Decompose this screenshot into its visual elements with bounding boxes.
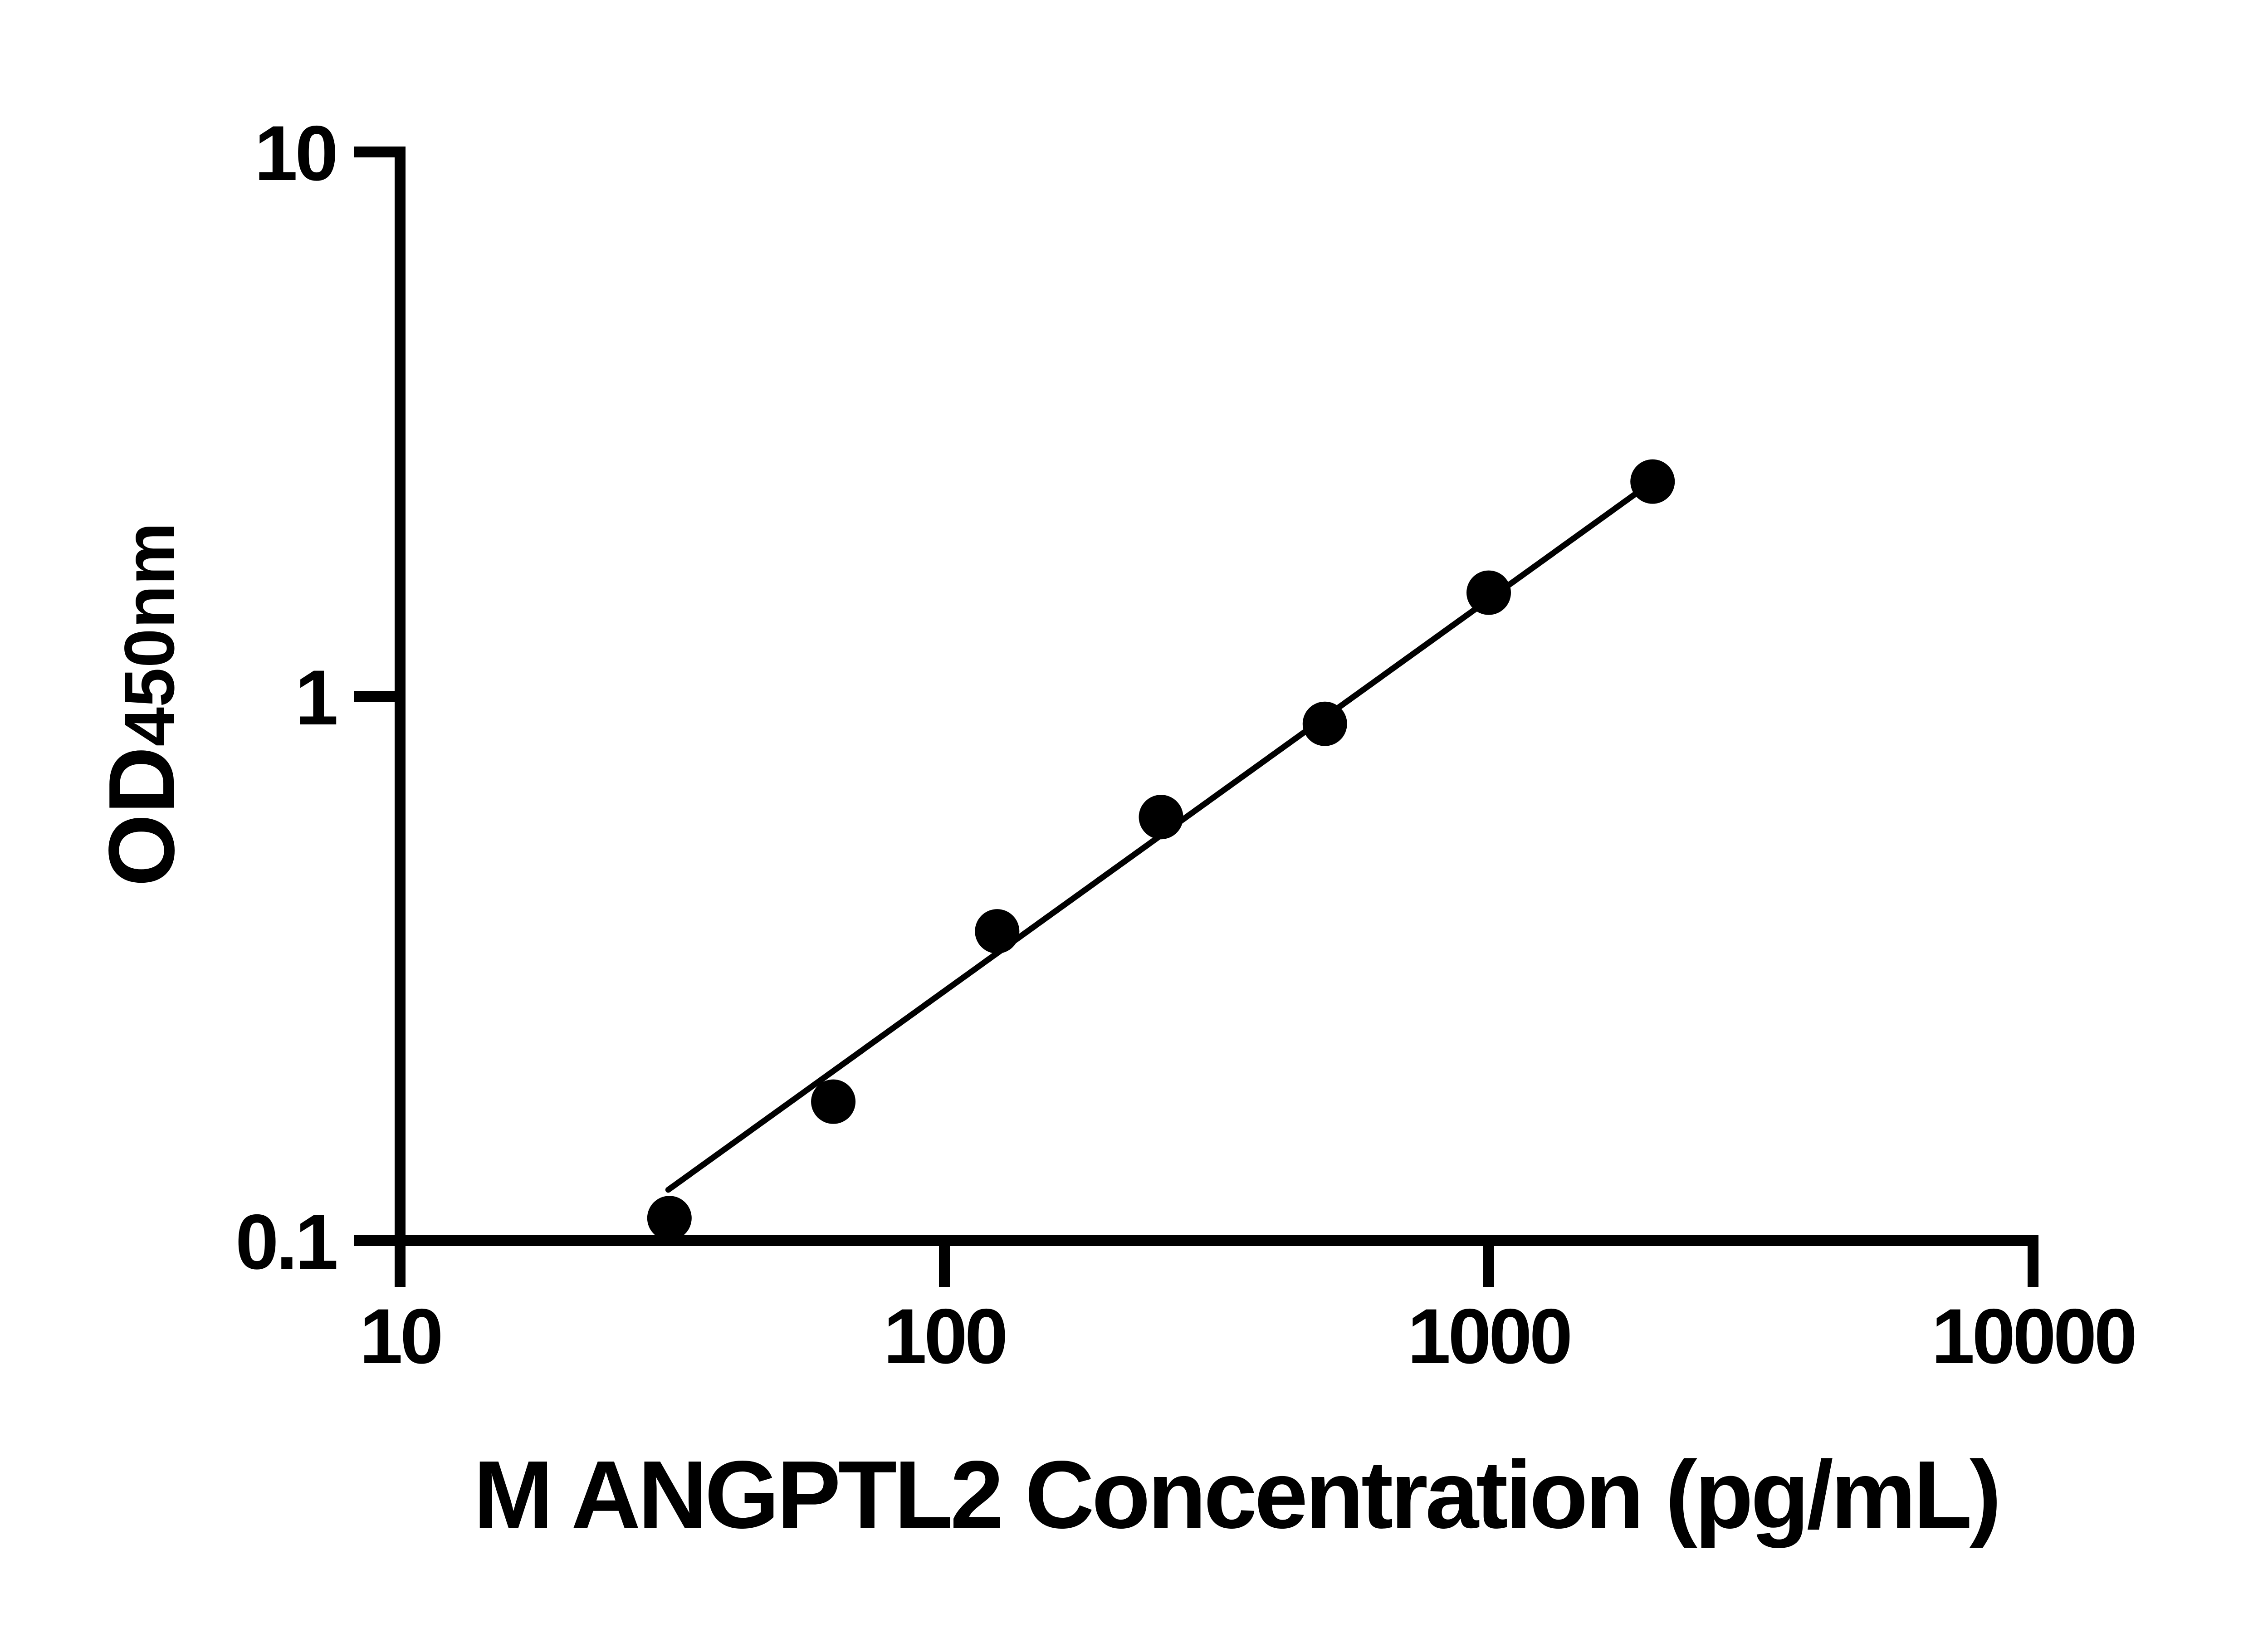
y-axis-title-sub: 450nm	[110, 522, 189, 746]
x-tick-label: 1000	[1408, 1293, 1570, 1380]
x-tick-label: 10	[359, 1293, 440, 1380]
data-point	[975, 909, 1020, 954]
data-point	[811, 1079, 856, 1124]
data-point	[647, 1196, 692, 1241]
y-tick-label: 1	[295, 654, 336, 741]
y-axis-title-main: OD	[89, 747, 194, 887]
data-point	[1630, 459, 1675, 504]
axes-layer: 10 100 1000 10000 0.1 1 10	[235, 110, 2137, 1380]
y-tick-label: 10	[254, 110, 336, 197]
x-axis-title: M ANGPTL2 Concentration (pg/mL)	[474, 1441, 1999, 1548]
y-axis-title: OD450nm	[89, 522, 194, 886]
data-point	[1139, 795, 1183, 840]
data-point	[1302, 701, 1347, 746]
y-tick-label: 0.1	[235, 1198, 336, 1286]
x-tick-label: 10000	[1931, 1293, 2135, 1380]
data-point	[1466, 570, 1511, 615]
data-series-layer	[647, 459, 1675, 1241]
x-tick-label: 100	[884, 1293, 1006, 1380]
